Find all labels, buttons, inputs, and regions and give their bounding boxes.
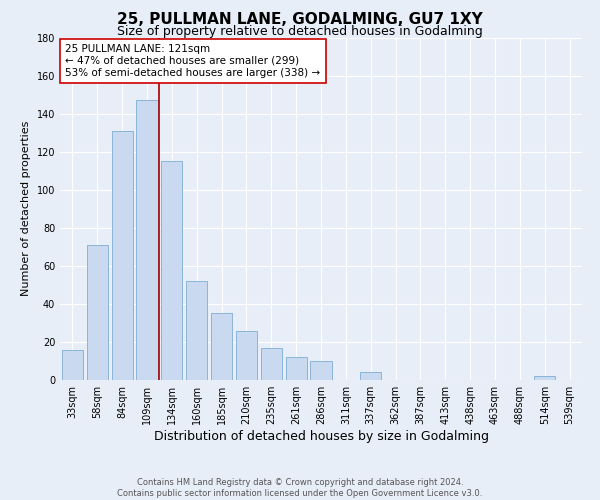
Bar — [112, 130, 133, 380]
Bar — [136, 100, 158, 380]
Text: Size of property relative to detached houses in Godalming: Size of property relative to detached ho… — [117, 25, 483, 38]
Bar — [286, 357, 307, 380]
Bar — [534, 376, 555, 380]
Bar — [360, 372, 381, 380]
Text: 25, PULLMAN LANE, GODALMING, GU7 1XY: 25, PULLMAN LANE, GODALMING, GU7 1XY — [117, 12, 483, 28]
Text: 25 PULLMAN LANE: 121sqm
← 47% of detached houses are smaller (299)
53% of semi-d: 25 PULLMAN LANE: 121sqm ← 47% of detache… — [65, 44, 320, 78]
Bar — [161, 161, 182, 380]
X-axis label: Distribution of detached houses by size in Godalming: Distribution of detached houses by size … — [154, 430, 488, 443]
Bar — [236, 330, 257, 380]
Bar — [261, 348, 282, 380]
Bar — [310, 361, 332, 380]
Bar — [62, 350, 83, 380]
Y-axis label: Number of detached properties: Number of detached properties — [21, 121, 31, 296]
Bar — [186, 281, 207, 380]
Bar — [87, 245, 108, 380]
Text: Contains HM Land Registry data © Crown copyright and database right 2024.
Contai: Contains HM Land Registry data © Crown c… — [118, 478, 482, 498]
Bar — [211, 314, 232, 380]
